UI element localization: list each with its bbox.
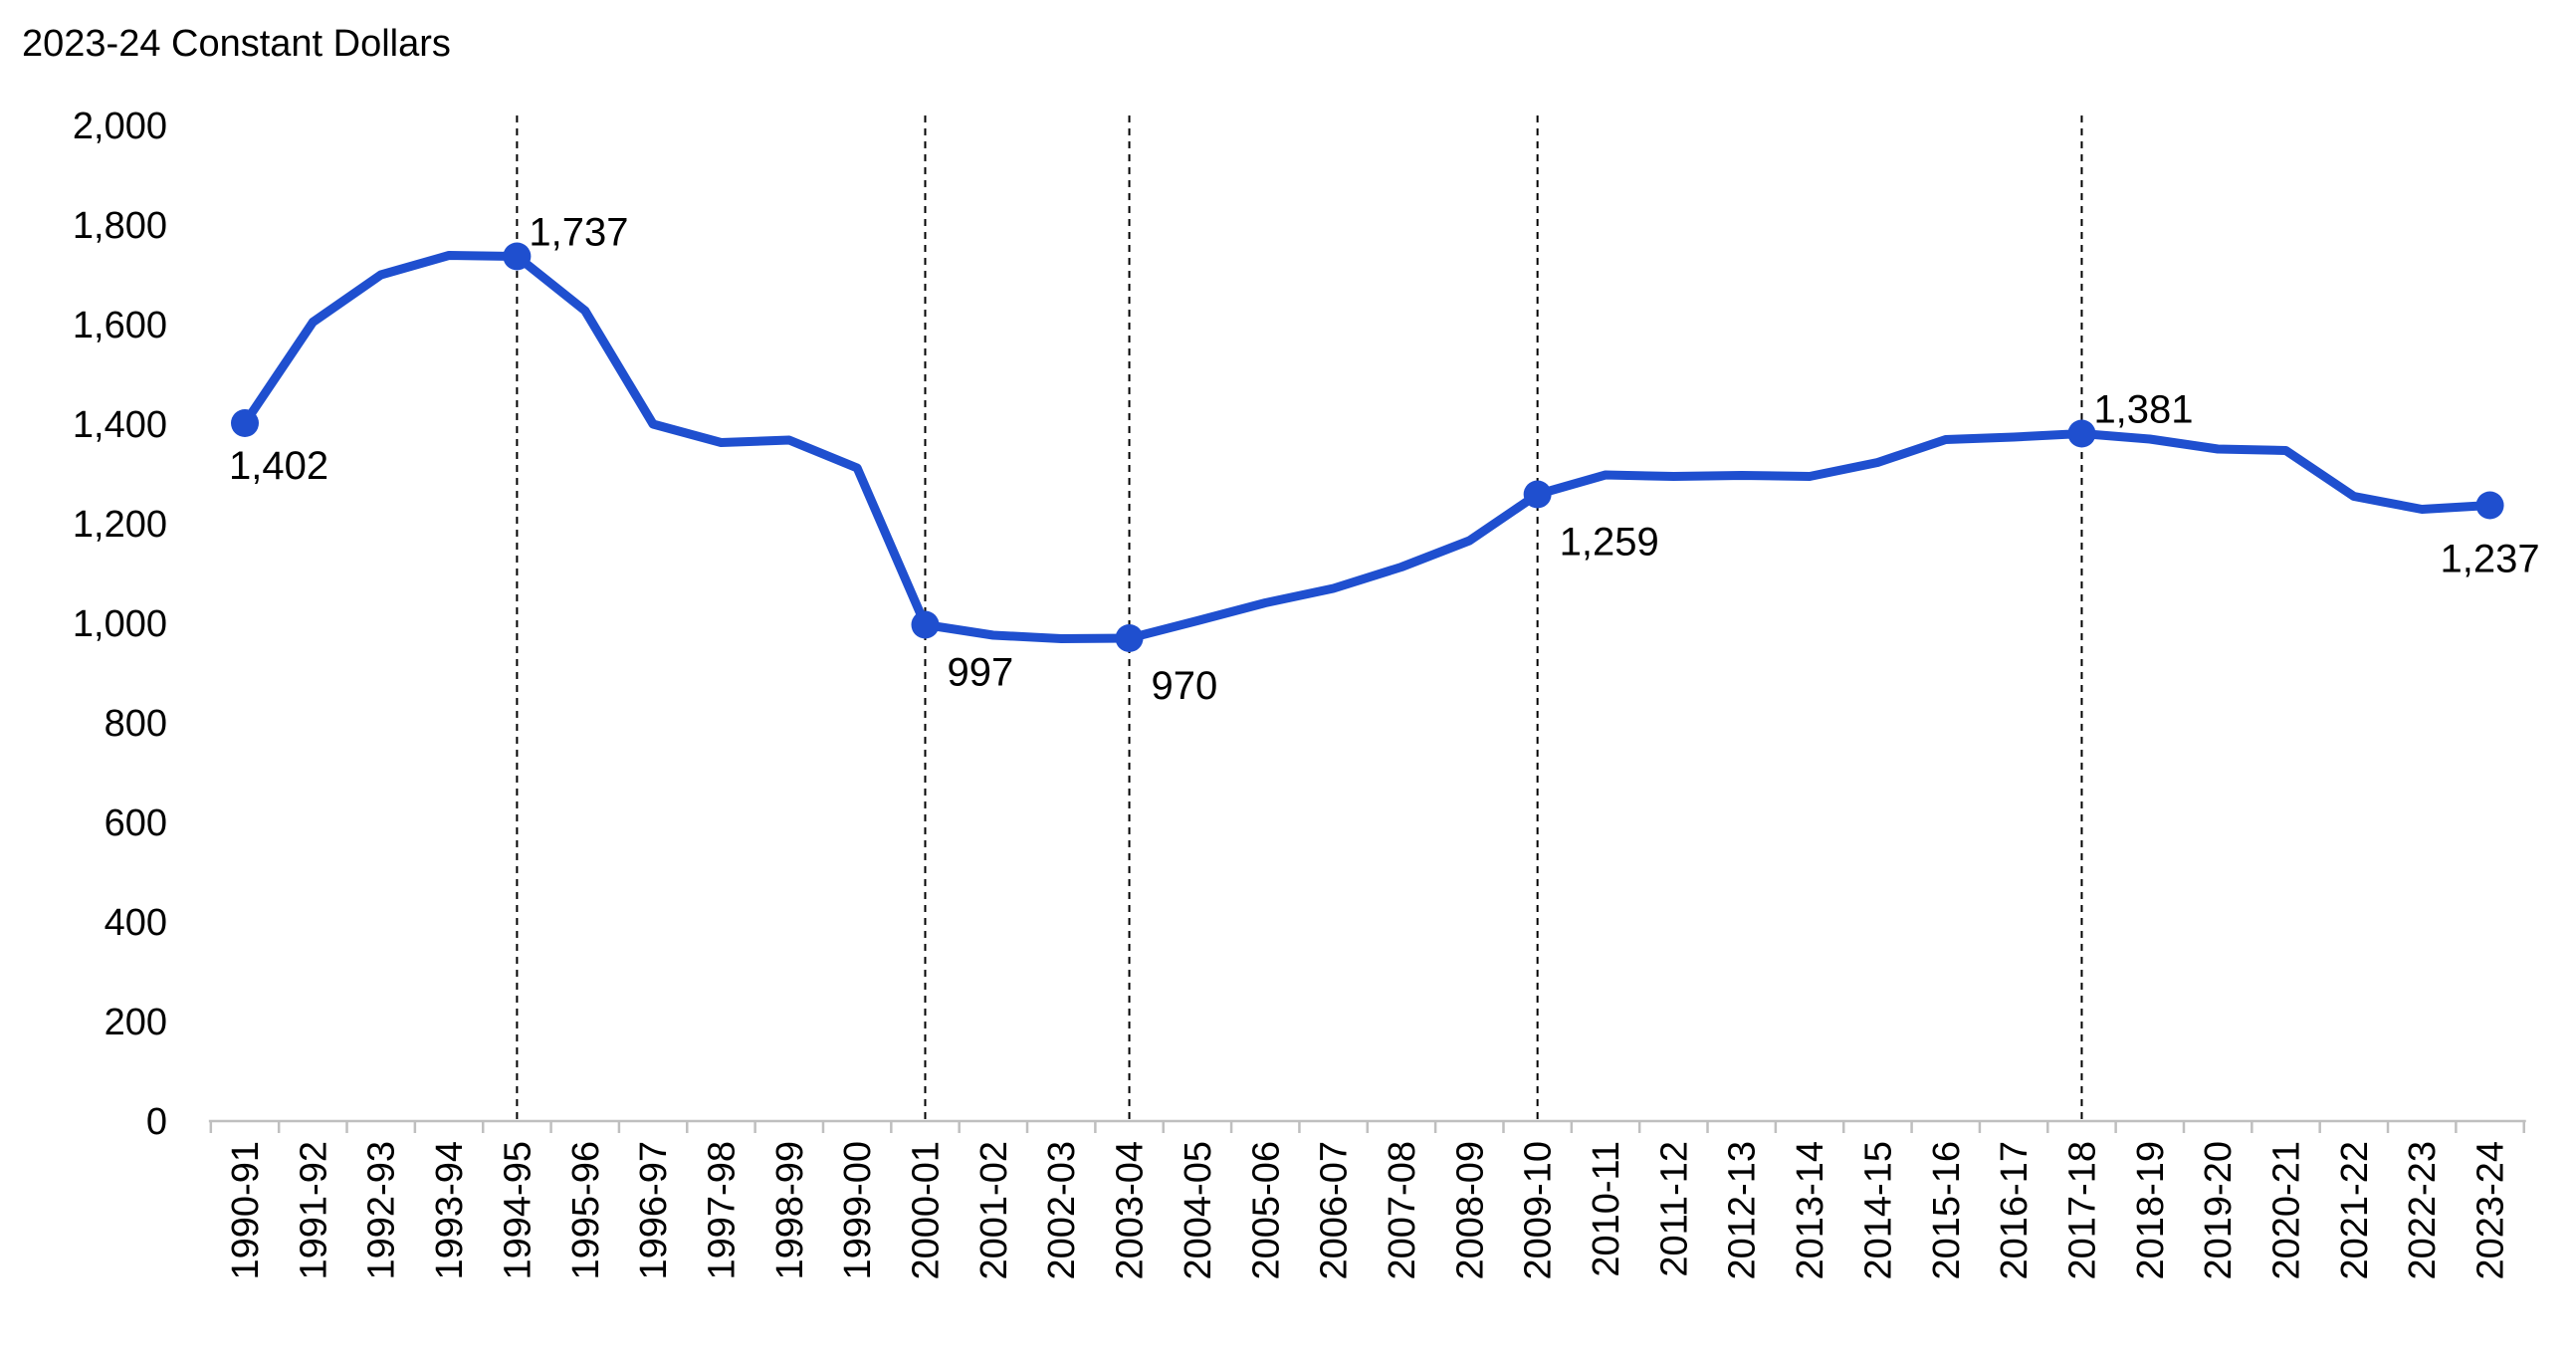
y-tick-label: 800 xyxy=(105,703,167,745)
x-tick-label: 1994-95 xyxy=(497,1141,538,1279)
markers: 1,402 1,737 997 970 1,259 1,381 1,237 xyxy=(229,211,2540,709)
x-tick-label: 2013-14 xyxy=(1790,1141,1831,1279)
x-tick-label: 2001-02 xyxy=(973,1141,1015,1279)
x-tick-label: 1996-97 xyxy=(633,1141,675,1279)
data-label-2000-01: 997 xyxy=(948,651,1014,695)
x-axis: 1990-91 1991-92 1992-93 1993-94 1994-95 1995-… xyxy=(208,1119,2526,1279)
x-tick-label: 2016-17 xyxy=(1994,1141,2036,1279)
y-tick-label: 2,000 xyxy=(73,106,167,147)
data-point-1994-95 xyxy=(503,242,532,271)
x-tick-label: 1995-96 xyxy=(565,1141,607,1279)
data-point-2000-01 xyxy=(911,610,940,639)
x-tick-label: 2017-18 xyxy=(2061,1141,2103,1279)
reference-lines xyxy=(516,115,2083,1121)
data-point-2023-24 xyxy=(2475,491,2504,520)
x-tick-label: 2007-08 xyxy=(1382,1141,1423,1279)
x-tick-label: 2020-21 xyxy=(2266,1141,2308,1279)
data-label-2009-10: 1,259 xyxy=(1560,521,1659,565)
x-tick-label: 1999-00 xyxy=(837,1141,879,1279)
x-tick-label: 1990-91 xyxy=(225,1141,267,1279)
data-point-1990-91 xyxy=(231,409,259,437)
data-label-2017-18: 1,381 xyxy=(2093,388,2193,432)
data-label-2023-24: 1,237 xyxy=(2440,538,2539,581)
x-tick-label: 1998-99 xyxy=(769,1141,811,1279)
y-tick-label: 1,800 xyxy=(73,205,167,247)
x-tick-label: 1991-92 xyxy=(293,1141,334,1279)
y-tick-label: 1,000 xyxy=(73,603,167,645)
x-tick-label: 2002-03 xyxy=(1041,1141,1083,1279)
x-tick-label: 2014-15 xyxy=(1857,1141,1899,1279)
x-tick-label: 2000-01 xyxy=(906,1141,948,1279)
y-tick-label: 1,200 xyxy=(73,504,167,546)
x-tick-label: 2019-20 xyxy=(2198,1141,2240,1279)
y-tick-label: 200 xyxy=(105,1002,167,1043)
x-tick-label: 2004-05 xyxy=(1178,1141,1219,1279)
x-tick-label: 2012-13 xyxy=(1722,1141,1764,1279)
x-tick-label: 2018-19 xyxy=(2130,1141,2172,1279)
data-point-2017-18 xyxy=(2067,419,2096,448)
x-tick-label: 2011-12 xyxy=(1653,1141,1695,1277)
series-layer xyxy=(240,251,2495,643)
x-tick-label: 1992-93 xyxy=(361,1141,403,1279)
x-tick-label: 2015-16 xyxy=(1926,1141,1968,1279)
x-tick-label: 1997-98 xyxy=(701,1141,743,1279)
x-tick-label: 2005-06 xyxy=(1245,1141,1287,1279)
data-label-1990-91: 1,402 xyxy=(229,444,328,488)
y-tick-label: 600 xyxy=(105,802,167,844)
x-tick-label: 2009-10 xyxy=(1518,1141,1560,1279)
x-tick-label: 2010-11 xyxy=(1586,1141,1627,1277)
x-tick-label: 2008-09 xyxy=(1449,1141,1491,1279)
y-tick-label: 1,600 xyxy=(73,305,167,346)
y-tick-label: 400 xyxy=(105,902,167,944)
x-tick-label: 2003-04 xyxy=(1110,1141,1152,1279)
x-tick-label: 2006-07 xyxy=(1314,1141,1356,1279)
data-point-2003-04 xyxy=(1115,624,1144,652)
y-axis-title: 2023-24 Constant Dollars xyxy=(22,23,451,65)
data-label-2003-04: 970 xyxy=(1152,664,1218,708)
data-point-2009-10 xyxy=(1523,480,1552,509)
x-tick-label: 2022-23 xyxy=(2402,1141,2444,1279)
x-tick-label: 2023-24 xyxy=(2470,1141,2512,1279)
y-axis: 0 200 400 600 800 1,000 1,200 1,400 1,600 1,800 2,… xyxy=(73,106,167,1143)
data-label-1994-95: 1,737 xyxy=(529,211,628,255)
x-tick-label: 2021-22 xyxy=(2334,1141,2376,1279)
series-line-0 xyxy=(240,251,2495,643)
y-tick-label: 0 xyxy=(146,1101,167,1143)
y-tick-label: 1,400 xyxy=(73,404,167,446)
x-tick-label: 1993-94 xyxy=(429,1141,471,1279)
